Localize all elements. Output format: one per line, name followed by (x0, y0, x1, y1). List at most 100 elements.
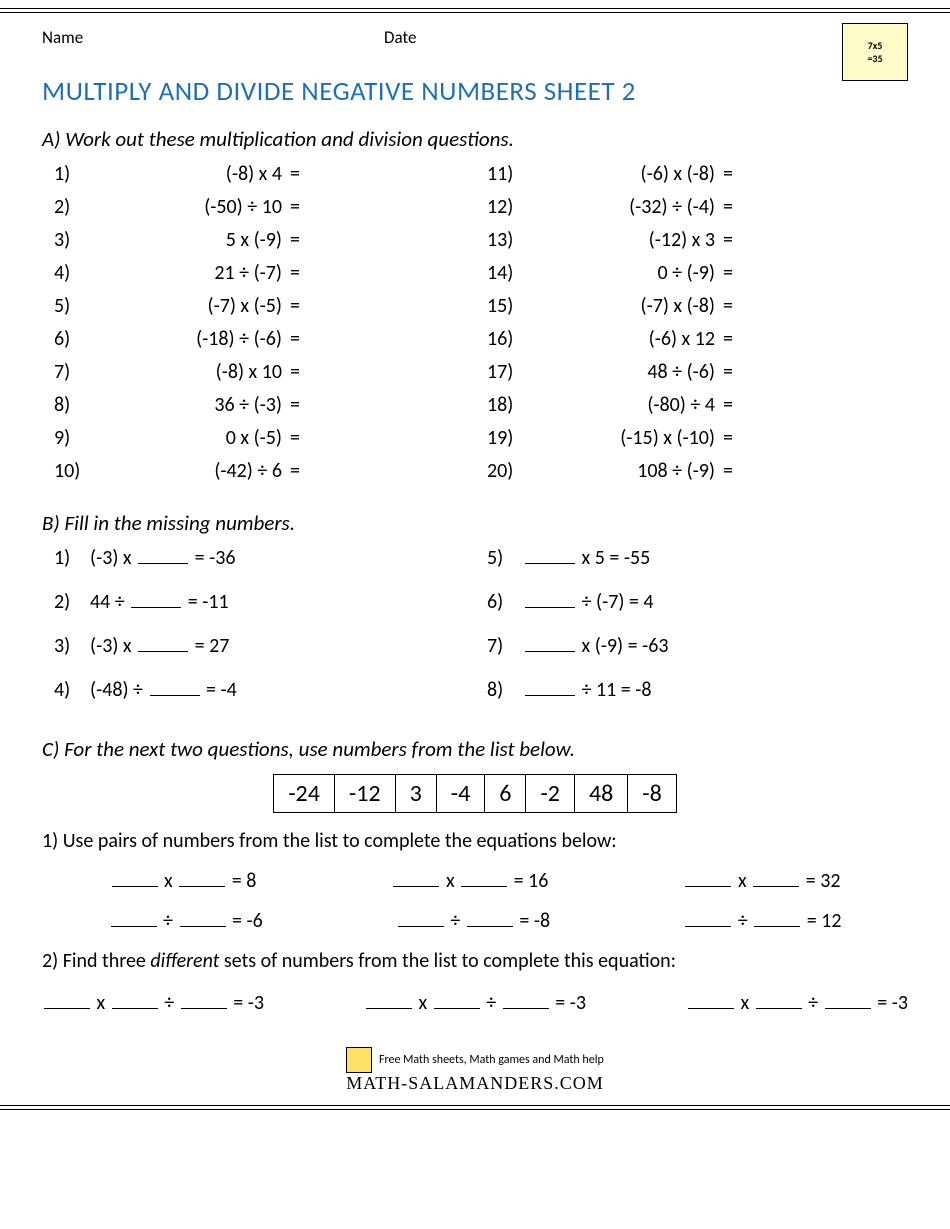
blank-field[interactable] (685, 926, 731, 927)
blank-field[interactable] (503, 1008, 549, 1009)
problem-number: 6) (42, 327, 100, 351)
problem-expression: 0 ÷ (-9) (533, 261, 723, 285)
problem-row: 16)(-6) x 12= (475, 327, 908, 360)
problem-number: 4) (42, 261, 100, 285)
section-c-heading: C) For the next two questions, use numbe… (42, 736, 908, 762)
equals-sign: = (290, 228, 310, 252)
blank-field[interactable] (525, 651, 575, 652)
q2-part-c: sets of numbers from the list to complet… (219, 949, 676, 973)
blank-field[interactable] (461, 886, 507, 887)
problem-expression: (-15) x (-10) (533, 426, 723, 450)
fillin-row: 6) ÷ (-7) = 4 (475, 590, 908, 634)
q2-part-b: different (150, 949, 219, 973)
problem-number: 19) (475, 426, 533, 450)
section-c-body: 1) Use pairs of numbers from the list to… (42, 829, 908, 1015)
equals-sign: = (290, 162, 310, 186)
blank-field[interactable] (181, 1008, 227, 1009)
blank-field[interactable] (44, 1008, 90, 1009)
blank-field[interactable] (753, 886, 799, 887)
problem-row: 19)(-15) x (-10)= (475, 426, 908, 459)
blank-field[interactable] (131, 607, 181, 608)
problem-row: 11)(-6) x (-8)= (475, 162, 908, 195)
blank-field[interactable] (756, 1008, 802, 1009)
problem-row: 17)48 ÷ (-6)= (475, 360, 908, 393)
equals-sign: = (290, 294, 310, 318)
problem-number: 18) (475, 393, 533, 417)
problem-expression: 48 ÷ (-6) (533, 360, 723, 384)
equals-sign: = (723, 360, 743, 384)
blank-field[interactable] (366, 1008, 412, 1009)
blank-field[interactable] (525, 607, 575, 608)
number-cell: 3 (395, 775, 436, 813)
date-label: Date (384, 27, 416, 48)
equation-item: x = 32 (683, 869, 840, 893)
header-row: Name Date 7x5=35 (42, 27, 908, 53)
problem-row: 3)5 x (-9)= (42, 228, 475, 261)
equals-sign: = (723, 393, 743, 417)
equation-item: ÷ = 12 (683, 909, 841, 933)
problem-number: 10) (42, 459, 100, 483)
blank-field[interactable] (179, 886, 225, 887)
number-cell: -8 (628, 775, 677, 813)
blank-field[interactable] (688, 1008, 734, 1009)
equation-item: ÷ = -8 (396, 909, 550, 933)
blank-field[interactable] (398, 926, 444, 927)
fillin-expression: x 5 = -55 (523, 546, 908, 570)
section-b-columns: 1)(-3) x = -362)44 ÷ = -113)(-3) x = 274… (42, 546, 908, 722)
bottom-rule (0, 1094, 950, 1112)
problem-row: 8)36 ÷ (-3)= (42, 393, 475, 426)
problem-number: 20) (475, 459, 533, 483)
fillin-expression: ÷ 11 = -8 (523, 678, 908, 702)
problem-expression: (-32) ÷ (-4) (533, 195, 723, 219)
equals-sign: = (723, 195, 743, 219)
blank-field[interactable] (685, 886, 731, 887)
blank-field[interactable] (525, 695, 575, 696)
blank-field[interactable] (112, 886, 158, 887)
blank-field[interactable] (111, 926, 157, 927)
section-b-heading: B) Fill in the missing numbers. (42, 510, 908, 536)
blank-field[interactable] (825, 1008, 871, 1009)
footer-brand: MATH-SALAMANDERS.COM (346, 1073, 604, 1093)
blank-field[interactable] (112, 1008, 158, 1009)
fillin-expression: (-48) ÷ = -4 (90, 678, 475, 702)
problem-number: 12) (475, 195, 533, 219)
equals-sign: = (290, 195, 310, 219)
fillin-expression: ÷ (-7) = 4 (523, 590, 908, 614)
blank-field[interactable] (434, 1008, 480, 1009)
equals-sign: = (723, 294, 743, 318)
equation-row-2: ÷ = -6 ÷ = -8 ÷ = 12 (42, 909, 908, 933)
blank-field[interactable] (180, 926, 226, 927)
blank-field[interactable] (467, 926, 513, 927)
equation-row-3: x ÷ = -3 x ÷ = -3 x ÷ = -3 (42, 991, 908, 1015)
problem-number: 13) (475, 228, 533, 252)
problem-number: 3) (42, 634, 90, 658)
fillin-row: 3)(-3) x = 27 (42, 634, 475, 678)
problem-expression: 21 ÷ (-7) (100, 261, 290, 285)
problem-expression: (-50) ÷ 10 (100, 195, 290, 219)
blank-field[interactable] (754, 926, 800, 927)
logo-icon: 7x5=35 (842, 23, 908, 81)
blank-field[interactable] (525, 563, 575, 564)
problem-expression: (-12) x 3 (533, 228, 723, 252)
blank-field[interactable] (138, 651, 188, 652)
problem-row: 13)(-12) x 3= (475, 228, 908, 261)
section-a-columns: 1)(-8) x 4=2)(-50) ÷ 10=3)5 x (-9)=4)21 … (42, 162, 908, 492)
equals-sign: = (723, 426, 743, 450)
salamander-icon (346, 1047, 372, 1073)
problem-expression: (-7) x (-8) (533, 294, 723, 318)
problem-expression: (-6) x (-8) (533, 162, 723, 186)
problem-number: 3) (42, 228, 100, 252)
fillin-expression: 44 ÷ = -11 (90, 590, 475, 614)
blank-field[interactable] (150, 695, 200, 696)
problem-expression: (-80) ÷ 4 (533, 393, 723, 417)
problem-number: 1) (42, 546, 90, 570)
blank-field[interactable] (138, 563, 188, 564)
problem-expression: 5 x (-9) (100, 228, 290, 252)
equals-sign: = (723, 459, 743, 483)
problem-row: 9)0 x (-5)= (42, 426, 475, 459)
footer: Free Math sheets, Math games and Math he… (0, 1047, 950, 1094)
blank-field[interactable] (393, 886, 439, 887)
section-c-q2: 2) Find three different sets of numbers … (42, 949, 908, 973)
problem-expression: (-6) x 12 (533, 327, 723, 351)
equation-triple: x ÷ = -3 (364, 991, 586, 1015)
